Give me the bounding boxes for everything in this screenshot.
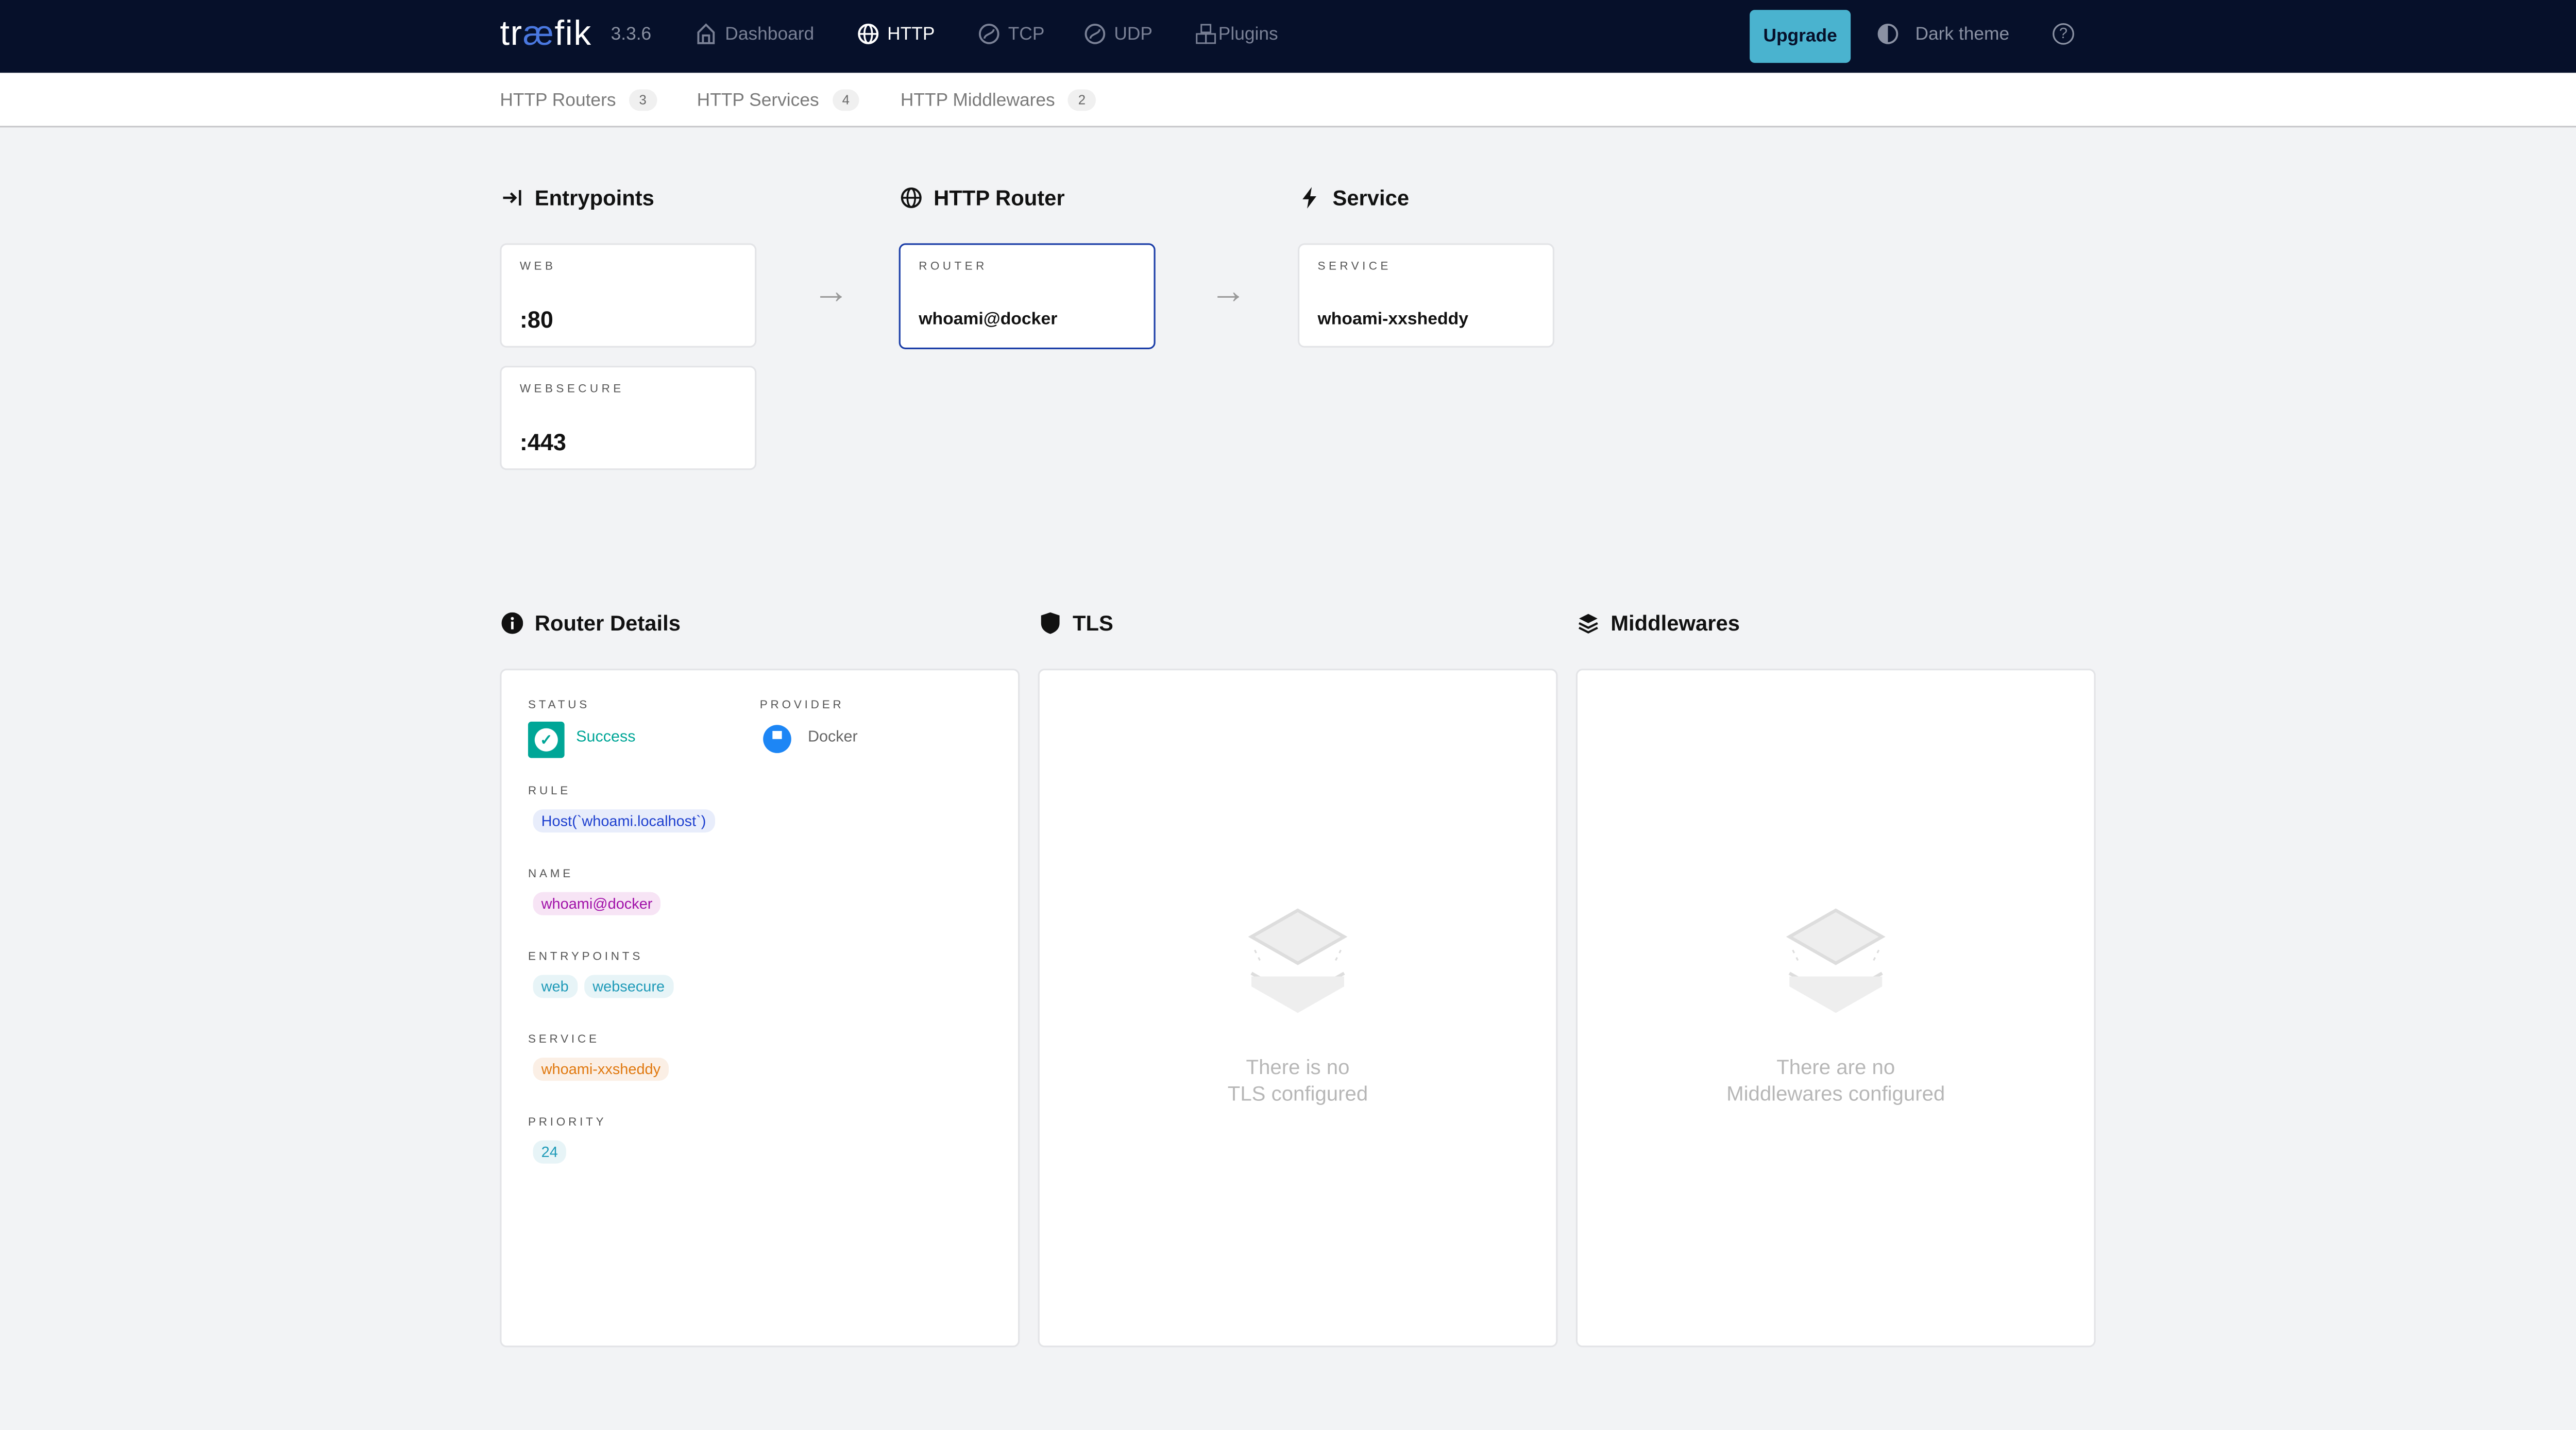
router-card[interactable]: ROUTER whoami@docker: [899, 243, 1156, 349]
heading-text: Router Details: [534, 610, 681, 636]
provider-label: PROVIDER: [759, 700, 844, 712]
name-label: NAME: [528, 869, 574, 881]
http-router-heading: HTTP Router: [901, 185, 1065, 210]
layers-icon: [1579, 614, 1598, 634]
help-icon[interactable]: ?: [2053, 23, 2074, 45]
nav-label: HTTP: [887, 24, 935, 44]
card-label: WEBSECURE: [519, 384, 624, 396]
empty-message: TLS configured: [1227, 1082, 1368, 1106]
tcp-icon: [978, 24, 999, 44]
tls-heading: TLS: [1040, 611, 1113, 636]
middlewares-heading: Middlewares: [1578, 611, 1740, 636]
globe-icon: [901, 187, 922, 208]
heading-text: Middlewares: [1611, 610, 1740, 636]
entrypoint-chip: web: [533, 975, 577, 998]
logo-text: fik: [554, 14, 592, 53]
heading-text: HTTP Router: [934, 185, 1065, 211]
info-icon: [501, 612, 523, 634]
docker-icon: ▀: [763, 725, 791, 753]
card-label: ROUTER: [919, 261, 988, 274]
entrypoint-card-websecure[interactable]: WEBSECURE :443: [500, 366, 757, 470]
nav-label: UDP: [1114, 24, 1153, 44]
status-label: STATUS: [528, 700, 590, 712]
card-value: whoami@docker: [919, 309, 1058, 330]
tab-label: HTTP Routers: [500, 90, 616, 110]
card-label: WEB: [519, 261, 556, 274]
empty-message: There is no: [1246, 1056, 1350, 1079]
entrypoint-chip: websecure: [584, 975, 673, 998]
priority-chip: 24: [533, 1140, 566, 1164]
entrypoints-label: ENTRYPOINTS: [528, 951, 643, 963]
empty-stack-icon: [1786, 908, 1886, 1013]
plugins-icon: [1196, 24, 1216, 44]
tab-label: HTTP Middlewares: [900, 90, 1055, 110]
rule-label: RULE: [528, 786, 571, 798]
sub-navbar: HTTP Routers 3 HTTP Services 4 HTTP Middle…: [0, 73, 2576, 128]
contrast-icon: [1877, 24, 1899, 44]
count-badge: 4: [832, 89, 860, 111]
service-label: SERVICE: [528, 1034, 600, 1046]
card-label: SERVICE: [1317, 261, 1392, 274]
arrow-right-icon: →: [812, 269, 850, 312]
tab-http-services[interactable]: HTTP Services 4: [697, 89, 860, 111]
nav-tcp[interactable]: TCP: [978, 23, 1045, 45]
heading-text: TLS: [1073, 610, 1113, 636]
entrypoints-heading: Entrypoints: [502, 185, 654, 210]
nav-plugins[interactable]: Plugins: [1195, 23, 1278, 45]
dark-theme-toggle[interactable]: Dark theme: [1877, 23, 2010, 45]
count-badge: 2: [1068, 89, 1096, 111]
nav-label: Dashboard: [725, 24, 815, 44]
tab-http-middlewares[interactable]: HTTP Middlewares 2: [900, 89, 1096, 111]
logo-text: æ: [522, 14, 555, 53]
tls-card: There is no TLS configured: [1038, 669, 1558, 1348]
service-chip[interactable]: whoami-xxsheddy: [533, 1058, 669, 1081]
version: 3.3.6: [611, 25, 652, 45]
traefik-logo[interactable]: træfik: [500, 15, 591, 55]
nav-label: Plugins: [1218, 24, 1278, 44]
empty-message: There are no: [1776, 1056, 1895, 1079]
empty-stack-icon: [1248, 908, 1348, 1013]
name-chip: whoami@docker: [533, 892, 661, 915]
dark-theme-label: Dark theme: [1915, 24, 2010, 44]
login-icon: [503, 190, 521, 206]
provider-value: Docker: [807, 728, 858, 747]
nav-label: TCP: [1008, 24, 1045, 44]
rule-chip: Host(`whoami.localhost`): [533, 809, 715, 833]
nav-dashboard[interactable]: Dashboard: [695, 23, 814, 45]
status-value: Success: [576, 728, 636, 747]
service-heading: Service: [1299, 185, 1409, 210]
priority-label: PRIORITY: [528, 1117, 607, 1129]
entrypoint-card-web[interactable]: WEB :80: [500, 243, 757, 348]
tab-label: HTTP Services: [697, 90, 819, 110]
count-badge: 3: [629, 89, 657, 111]
middlewares-card: There are no Middlewares configured: [1575, 669, 2096, 1348]
card-value: whoami-xxsheddy: [1317, 309, 1469, 330]
upgrade-button[interactable]: Upgrade: [1750, 10, 1851, 63]
top-navbar: træfik 3.3.6 Dashboard HTTP TCP UDP Plug…: [0, 0, 2576, 73]
card-value: :80: [519, 306, 553, 333]
check-circle-icon: ✓: [528, 721, 565, 758]
heading-text: Entrypoints: [534, 185, 654, 211]
nav-http[interactable]: HTTP: [857, 23, 935, 45]
router-details-heading: Router Details: [501, 610, 681, 636]
empty-message: Middlewares configured: [1726, 1082, 1945, 1106]
heading-text: Service: [1332, 185, 1410, 211]
router-details-card: STATUS ✓ Success PROVIDER ▀ Docker RULE …: [500, 669, 1020, 1348]
tab-http-routers[interactable]: HTTP Routers 3: [500, 89, 657, 111]
udp-icon: [1084, 24, 1106, 44]
service-card[interactable]: SERVICE whoami-xxsheddy: [1297, 243, 1555, 348]
shield-icon: [1041, 612, 1060, 634]
arrow-right-icon: →: [1210, 269, 1247, 312]
globe-icon: [858, 23, 879, 44]
home-icon: [697, 23, 715, 44]
nav-udp[interactable]: UDP: [1084, 23, 1153, 45]
card-value: :443: [519, 429, 566, 455]
logo-text: tr: [500, 14, 523, 53]
bolt-icon: [1302, 187, 1317, 209]
